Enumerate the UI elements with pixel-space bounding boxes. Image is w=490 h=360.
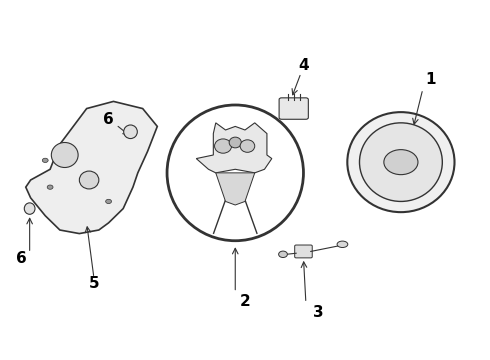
Text: 5: 5 [89,276,99,291]
Text: 3: 3 [313,305,323,320]
Text: 1: 1 [425,72,436,87]
Ellipse shape [384,150,418,175]
Ellipse shape [79,171,99,189]
Polygon shape [196,123,272,173]
Ellipse shape [240,140,255,152]
FancyBboxPatch shape [279,98,308,119]
Ellipse shape [42,158,48,162]
Ellipse shape [215,139,232,153]
Ellipse shape [229,137,242,148]
Text: 6: 6 [16,251,26,266]
Text: 6: 6 [103,112,114,127]
Ellipse shape [337,241,348,248]
Ellipse shape [47,185,53,189]
Ellipse shape [123,125,137,139]
Ellipse shape [24,203,35,214]
Text: 2: 2 [240,294,250,309]
Text: 4: 4 [298,58,309,73]
Polygon shape [26,102,157,234]
Ellipse shape [347,112,455,212]
Ellipse shape [360,123,442,202]
Polygon shape [216,173,255,205]
Ellipse shape [106,199,112,203]
Ellipse shape [279,251,288,257]
FancyBboxPatch shape [294,245,312,258]
Ellipse shape [51,143,78,167]
